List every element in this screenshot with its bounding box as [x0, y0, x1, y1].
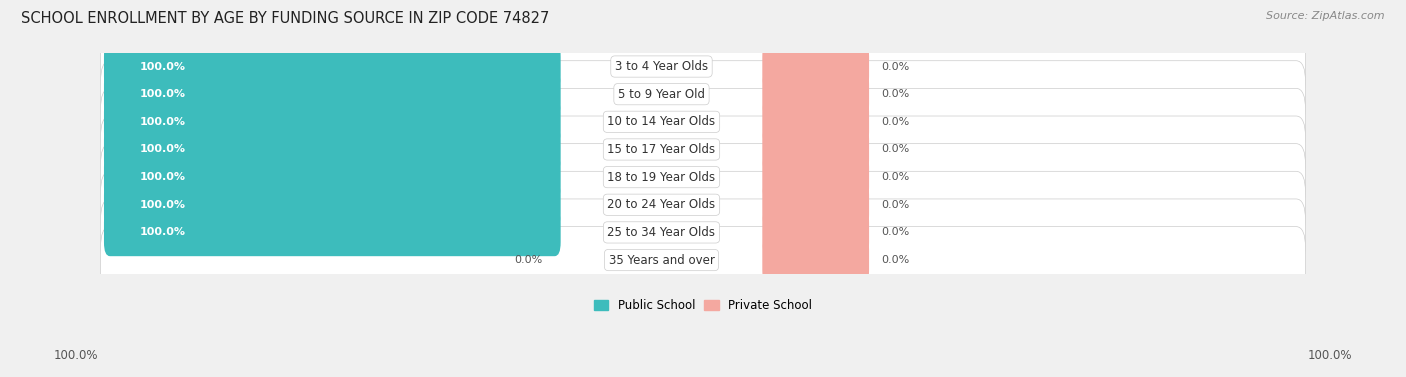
Text: 0.0%: 0.0% [882, 144, 910, 155]
Text: 100.0%: 100.0% [139, 117, 186, 127]
Text: 100.0%: 100.0% [139, 89, 186, 99]
Text: Source: ZipAtlas.com: Source: ZipAtlas.com [1267, 11, 1385, 21]
Text: 20 to 24 Year Olds: 20 to 24 Year Olds [607, 198, 716, 211]
FancyBboxPatch shape [104, 70, 561, 118]
Text: 100.0%: 100.0% [139, 227, 186, 238]
FancyBboxPatch shape [762, 98, 869, 146]
FancyBboxPatch shape [100, 227, 1306, 294]
Text: 0.0%: 0.0% [882, 227, 910, 238]
FancyBboxPatch shape [762, 236, 869, 284]
FancyBboxPatch shape [100, 88, 1306, 155]
Text: SCHOOL ENROLLMENT BY AGE BY FUNDING SOURCE IN ZIP CODE 74827: SCHOOL ENROLLMENT BY AGE BY FUNDING SOUR… [21, 11, 550, 26]
Text: 0.0%: 0.0% [882, 172, 910, 182]
Text: 0.0%: 0.0% [882, 255, 910, 265]
Text: 0.0%: 0.0% [882, 200, 910, 210]
FancyBboxPatch shape [762, 208, 869, 256]
FancyBboxPatch shape [104, 181, 561, 228]
FancyBboxPatch shape [104, 43, 561, 90]
FancyBboxPatch shape [762, 126, 869, 173]
FancyBboxPatch shape [762, 153, 869, 201]
Text: 18 to 19 Year Olds: 18 to 19 Year Olds [607, 171, 716, 184]
Text: 100.0%: 100.0% [139, 200, 186, 210]
Text: 0.0%: 0.0% [882, 61, 910, 72]
FancyBboxPatch shape [762, 43, 869, 90]
FancyBboxPatch shape [100, 144, 1306, 211]
FancyBboxPatch shape [104, 208, 561, 256]
FancyBboxPatch shape [100, 33, 1306, 100]
Legend: Public School, Private School: Public School, Private School [589, 294, 817, 317]
Text: 0.0%: 0.0% [882, 89, 910, 99]
Text: 100.0%: 100.0% [53, 349, 98, 362]
Text: 100.0%: 100.0% [139, 172, 186, 182]
Text: 35 Years and over: 35 Years and over [609, 254, 714, 267]
Text: 3 to 4 Year Olds: 3 to 4 Year Olds [614, 60, 709, 73]
FancyBboxPatch shape [104, 153, 561, 201]
FancyBboxPatch shape [104, 126, 561, 173]
Text: 100.0%: 100.0% [139, 61, 186, 72]
FancyBboxPatch shape [100, 61, 1306, 128]
FancyBboxPatch shape [762, 70, 869, 118]
FancyBboxPatch shape [100, 171, 1306, 238]
Text: 0.0%: 0.0% [515, 255, 543, 265]
Text: 10 to 14 Year Olds: 10 to 14 Year Olds [607, 115, 716, 128]
Text: 5 to 9 Year Old: 5 to 9 Year Old [619, 88, 704, 101]
Text: 100.0%: 100.0% [139, 144, 186, 155]
FancyBboxPatch shape [762, 181, 869, 228]
Text: 15 to 17 Year Olds: 15 to 17 Year Olds [607, 143, 716, 156]
FancyBboxPatch shape [104, 98, 561, 146]
Text: 0.0%: 0.0% [882, 117, 910, 127]
FancyBboxPatch shape [100, 116, 1306, 183]
Text: 100.0%: 100.0% [1308, 349, 1353, 362]
Text: 25 to 34 Year Olds: 25 to 34 Year Olds [607, 226, 716, 239]
FancyBboxPatch shape [100, 199, 1306, 266]
